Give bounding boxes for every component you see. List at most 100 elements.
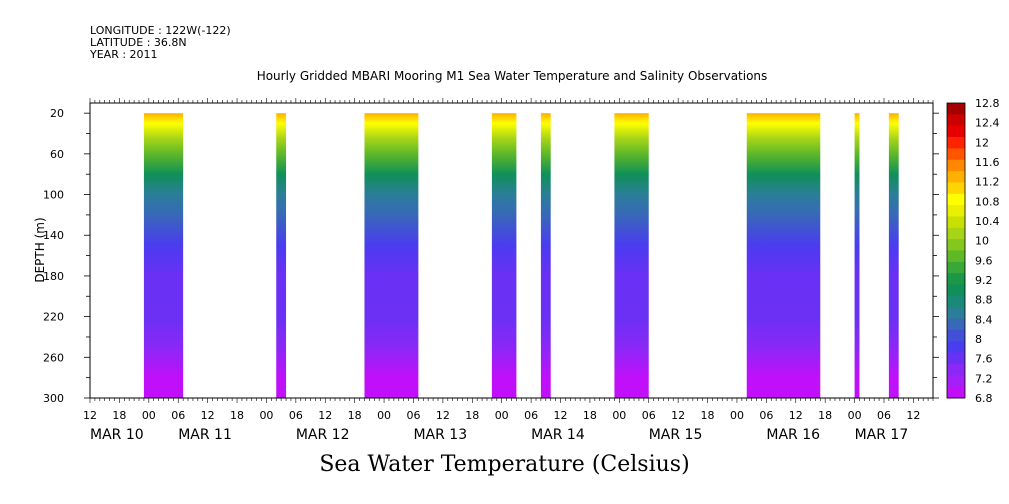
x-hour-label: 00 bbox=[848, 409, 862, 422]
y-axis-labels: 20 60 100 140 180 220 260 300 bbox=[43, 107, 64, 405]
x-hour-label: 00 bbox=[612, 409, 626, 422]
x-hour-label: 06 bbox=[524, 409, 538, 422]
y-axis-title: DEPTH (m) bbox=[33, 217, 47, 282]
colorbar-swatch bbox=[947, 205, 965, 217]
x-date-label: MAR 14 bbox=[531, 427, 585, 443]
y-tick-label: 220 bbox=[43, 311, 64, 324]
colorbar-swatch bbox=[947, 171, 965, 183]
x-hour-label: 12 bbox=[554, 409, 568, 422]
colorbar-swatch bbox=[947, 295, 965, 308]
latitude-label: LATITUDE : 36.8N bbox=[90, 36, 187, 49]
colorbar-swatch bbox=[947, 341, 965, 354]
colorbar-swatch bbox=[947, 375, 965, 388]
data-band bbox=[888, 113, 899, 398]
x-date-label: MAR 12 bbox=[296, 427, 350, 443]
colorbar-label: 12.8 bbox=[975, 97, 1000, 110]
x-hour-label: 06 bbox=[759, 409, 773, 422]
x-hour-label: 00 bbox=[495, 409, 509, 422]
colorbar-label: 8.8 bbox=[975, 294, 993, 307]
colorbar-swatch bbox=[947, 148, 965, 161]
colorbar-label: 8.4 bbox=[975, 313, 993, 326]
colorbar-swatch bbox=[947, 386, 965, 399]
x-axis-labels: 12 18 00 06 12 18 00 06 12 18 00 06 12 18 00 06 12 18 00 06… bbox=[83, 409, 920, 443]
colorbar-swatch bbox=[947, 307, 965, 320]
x-hour-label: 12 bbox=[83, 409, 97, 422]
x-hour-label: 18 bbox=[348, 409, 362, 422]
x-date-label: MAR 15 bbox=[649, 427, 703, 443]
data-bands bbox=[143, 113, 899, 398]
y-tick-label: 260 bbox=[43, 351, 64, 364]
x-hour-label: 06 bbox=[642, 409, 656, 422]
x-hour-label: 18 bbox=[465, 409, 479, 422]
x-hour-label: 18 bbox=[230, 409, 244, 422]
y-tick-label: 300 bbox=[43, 392, 64, 405]
x-hour-label: 00 bbox=[730, 409, 744, 422]
longitude-label: LONGITUDE : 122W(-122) bbox=[90, 24, 231, 37]
axes bbox=[84, 98, 939, 403]
chart-title: Hourly Gridded MBARI Mooring M1 Sea Wate… bbox=[257, 69, 768, 83]
x-date-label: MAR 13 bbox=[413, 427, 467, 443]
x-hour-label: 00 bbox=[142, 409, 156, 422]
y-tick-label: 20 bbox=[50, 107, 64, 120]
x-hour-label: 00 bbox=[259, 409, 273, 422]
colorbar-label: 12.4 bbox=[975, 117, 1000, 130]
x-hour-label: 18 bbox=[112, 409, 126, 422]
colorbar-swatch bbox=[947, 239, 965, 251]
colorbar-swatch bbox=[947, 182, 965, 195]
colorbar-frame bbox=[946, 102, 966, 399]
colorbar-label: 9.2 bbox=[975, 274, 993, 287]
colorbar-swatch bbox=[947, 137, 965, 149]
colorbar-label: 11.6 bbox=[975, 156, 1000, 169]
colorbar-label: 10 bbox=[975, 235, 989, 248]
colorbar-swatch bbox=[947, 159, 965, 172]
colorbar-swatch bbox=[947, 261, 965, 274]
x-date-label: MAR 16 bbox=[766, 427, 820, 443]
colorbar-swatch bbox=[947, 352, 965, 365]
colorbar-swatch bbox=[947, 363, 965, 376]
colorbar-label: 12 bbox=[975, 136, 989, 149]
y-tick-label: 100 bbox=[43, 189, 64, 202]
x-date-label: MAR 11 bbox=[178, 427, 232, 443]
x-hour-label: 00 bbox=[377, 409, 391, 422]
colorbar-swatch bbox=[947, 227, 965, 240]
x-hour-label: 18 bbox=[701, 409, 715, 422]
colorbar-swatch bbox=[947, 103, 965, 115]
colorbar-swatch bbox=[947, 284, 965, 297]
x-date-label: MAR 10 bbox=[90, 427, 144, 443]
x-hour-label: 12 bbox=[318, 409, 332, 422]
x-hour-label: 12 bbox=[789, 409, 803, 422]
data-band bbox=[276, 113, 287, 398]
colorbar-label: 7.2 bbox=[975, 372, 993, 385]
x-hour-label: 06 bbox=[406, 409, 420, 422]
data-band bbox=[746, 113, 821, 398]
data-band bbox=[143, 113, 184, 398]
colorbar-label: 8 bbox=[975, 333, 982, 346]
x-hour-label: 06 bbox=[289, 409, 303, 422]
colorbar-label: 7.6 bbox=[975, 353, 993, 366]
data-band bbox=[614, 113, 649, 398]
x-hour-label: 12 bbox=[436, 409, 450, 422]
x-hour-label: 12 bbox=[906, 409, 920, 422]
colorbar-swatch bbox=[947, 250, 965, 263]
year-label: YEAR : 2011 bbox=[90, 48, 158, 61]
x-hour-label: 12 bbox=[671, 409, 685, 422]
data-band bbox=[491, 113, 517, 398]
x-hour-label: 18 bbox=[818, 409, 832, 422]
colorbar-swatch bbox=[947, 216, 965, 229]
colorbar-swatch bbox=[947, 114, 965, 127]
y-tick-label: 60 bbox=[50, 148, 64, 161]
y-tick-label: 140 bbox=[43, 229, 64, 242]
data-band bbox=[364, 113, 419, 398]
colorbar-swatch bbox=[947, 329, 965, 342]
colorbar-label: 11.2 bbox=[975, 176, 1000, 189]
data-band bbox=[540, 113, 551, 398]
colorbar-swatch bbox=[947, 125, 965, 138]
variable-title: Sea Water Temperature (Celsius) bbox=[319, 452, 690, 477]
colorbar-swatch bbox=[947, 318, 965, 331]
colorbar-swatch bbox=[947, 273, 965, 286]
colorbar: 12.8 12.4 12 11.6 11.2 10.8 10.4 10 9.6 9.2 8.8 8.4… bbox=[946, 97, 1000, 405]
x-hour-label: 12 bbox=[201, 409, 215, 422]
colorbar-swatch bbox=[947, 193, 965, 206]
colorbar-label: 6.8 bbox=[975, 392, 993, 405]
